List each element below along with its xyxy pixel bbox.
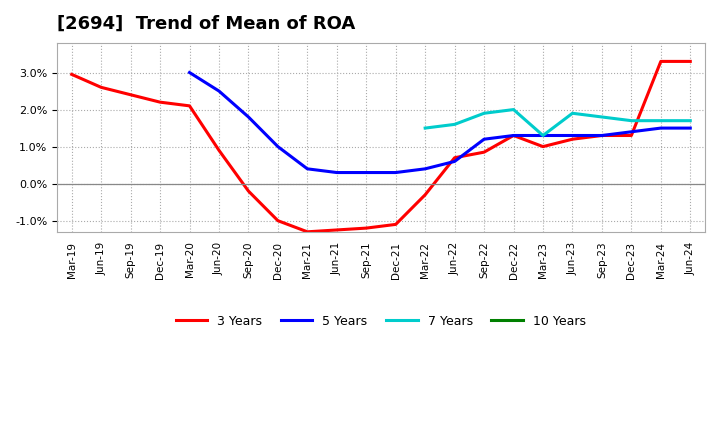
5 Years: [421, 166, 430, 172]
Legend: 3 Years, 5 Years, 7 Years, 10 Years: 3 Years, 5 Years, 7 Years, 10 Years: [171, 310, 590, 333]
5 Years: [598, 133, 606, 138]
3 Years: [274, 218, 282, 224]
7 Years: [598, 114, 606, 120]
3 Years: [303, 229, 312, 235]
5 Years: [215, 88, 223, 94]
3 Years: [627, 133, 636, 138]
5 Years: [657, 125, 665, 131]
7 Years: [480, 110, 488, 116]
5 Years: [185, 70, 194, 75]
5 Years: [686, 125, 695, 131]
5 Years: [362, 170, 371, 175]
3 Years: [480, 150, 488, 155]
3 Years: [509, 133, 518, 138]
7 Years: [686, 118, 695, 123]
7 Years: [539, 133, 547, 138]
3 Years: [598, 133, 606, 138]
Text: [2694]  Trend of Mean of ROA: [2694] Trend of Mean of ROA: [57, 15, 355, 33]
3 Years: [657, 59, 665, 64]
7 Years: [509, 107, 518, 112]
5 Years: [627, 129, 636, 135]
3 Years: [96, 84, 105, 90]
5 Years: [450, 159, 459, 164]
3 Years: [215, 148, 223, 153]
5 Years: [392, 170, 400, 175]
7 Years: [627, 118, 636, 123]
5 Years: [480, 136, 488, 142]
3 Years: [686, 59, 695, 64]
5 Years: [274, 144, 282, 149]
7 Years: [657, 118, 665, 123]
3 Years: [68, 72, 76, 77]
3 Years: [450, 155, 459, 160]
7 Years: [568, 110, 577, 116]
3 Years: [244, 188, 253, 194]
5 Years: [509, 133, 518, 138]
7 Years: [421, 125, 430, 131]
5 Years: [244, 114, 253, 120]
3 Years: [421, 192, 430, 198]
3 Years: [568, 136, 577, 142]
5 Years: [303, 166, 312, 172]
Line: 5 Years: 5 Years: [189, 73, 690, 172]
3 Years: [126, 92, 135, 97]
5 Years: [333, 170, 341, 175]
3 Years: [362, 225, 371, 231]
5 Years: [539, 133, 547, 138]
3 Years: [392, 222, 400, 227]
Line: 7 Years: 7 Years: [426, 110, 690, 136]
3 Years: [539, 144, 547, 149]
7 Years: [450, 122, 459, 127]
Line: 3 Years: 3 Years: [72, 62, 690, 232]
5 Years: [568, 133, 577, 138]
3 Years: [156, 99, 164, 105]
3 Years: [185, 103, 194, 109]
3 Years: [333, 227, 341, 233]
